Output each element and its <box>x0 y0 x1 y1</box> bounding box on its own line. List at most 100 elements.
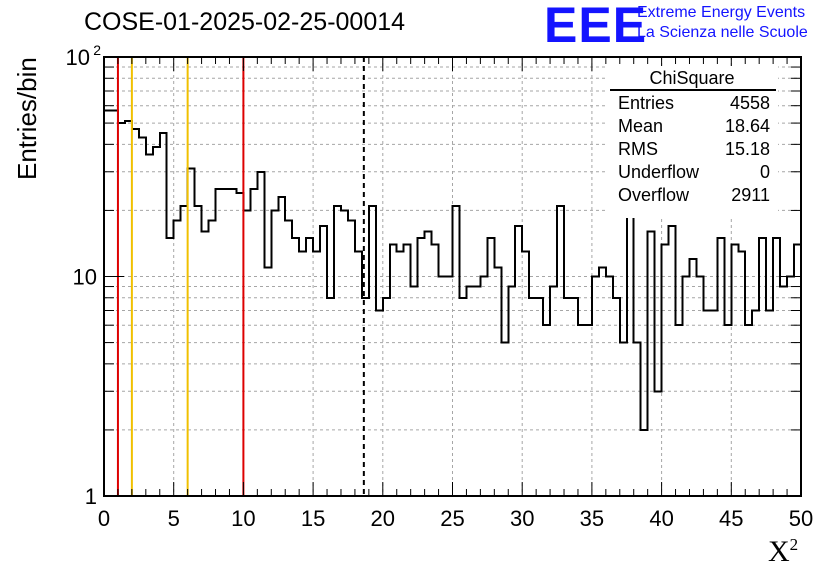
histogram-bin <box>139 137 146 496</box>
histogram-bin <box>250 189 257 496</box>
histogram-bin <box>710 311 717 496</box>
histogram-bin <box>299 251 306 496</box>
y-axis-label: Entries/bin <box>12 57 42 180</box>
histogram-series <box>104 109 801 431</box>
histogram-bin <box>146 154 153 496</box>
histogram-bin <box>306 238 313 496</box>
stats-key: Underflow <box>618 162 700 182</box>
histogram-bin <box>341 210 348 496</box>
histogram-bin <box>564 298 571 496</box>
histogram-bin <box>515 226 522 496</box>
stats-row: Mean 18.64 <box>618 116 770 139</box>
eee-logo: EEE <box>544 0 648 53</box>
histogram-bin <box>543 325 550 496</box>
histogram-bin <box>683 277 690 497</box>
histogram-bin <box>411 287 418 496</box>
histogram-bin <box>669 226 676 496</box>
histogram-bin <box>550 287 557 496</box>
histogram-bin <box>181 206 188 496</box>
histogram-bin <box>257 172 264 496</box>
histogram-bin <box>717 238 724 496</box>
histogram-bin <box>676 325 683 496</box>
histogram-bin <box>627 206 634 496</box>
histogram-bin <box>111 111 118 496</box>
histogram-bin <box>334 206 341 496</box>
stats-key: Entries <box>618 93 675 113</box>
histogram-bin <box>118 123 125 496</box>
stats-title: ChiSquare <box>649 68 735 88</box>
histogram-bin <box>536 298 543 496</box>
x-tick-label: 30 <box>510 506 534 531</box>
histogram-bin <box>104 111 111 496</box>
histogram-bin <box>355 251 362 496</box>
histogram-bin <box>453 206 460 496</box>
x-tick-label: 50 <box>789 506 813 531</box>
histogram-bin <box>766 311 773 496</box>
x-tick-label: 25 <box>440 506 464 531</box>
histogram-bin <box>655 391 662 496</box>
histogram-bin <box>794 244 801 496</box>
histogram-bin <box>731 244 738 496</box>
histogram-bin <box>313 251 320 496</box>
histogram-bin <box>376 311 383 496</box>
histogram-bin <box>662 244 669 496</box>
histogram-bin <box>195 206 202 496</box>
histogram-bin <box>773 238 780 496</box>
histogram-bin <box>292 238 299 496</box>
x-tick-label: 20 <box>371 506 395 531</box>
histogram-bin <box>320 226 327 496</box>
histogram-bin <box>446 277 453 497</box>
histogram-bin <box>209 220 216 496</box>
histogram-bin <box>585 325 592 496</box>
stats-row: Underflow 0 <box>618 162 770 185</box>
histogram-bin <box>480 277 487 497</box>
stats-value: 4558 <box>729 93 770 113</box>
y-tick-label-exponent: 2 <box>93 42 101 58</box>
stats-row: Entries 4558 <box>618 93 770 116</box>
histogram-bin <box>222 189 229 496</box>
histogram-bin <box>418 238 425 496</box>
x-tick-label: 5 <box>168 506 180 531</box>
histogram-bin <box>383 298 390 496</box>
stats-box: ChiSquare Entries 4558 Mean 18.64 RMS 15.18… <box>606 66 778 218</box>
histogram-bin <box>132 129 139 496</box>
histogram-bin <box>578 325 585 496</box>
chart-title: COSE-01-2025-02-25-00014 <box>84 8 406 36</box>
histogram-bin <box>613 298 620 496</box>
histogram-bin <box>160 133 167 496</box>
histogram-bin <box>620 343 627 496</box>
logo-line-2: La Scienza nelle Scuole <box>637 24 808 41</box>
histogram-bin <box>174 220 181 496</box>
histogram-bin <box>648 232 655 496</box>
histogram-bin <box>473 287 480 496</box>
histogram-bin <box>780 287 787 496</box>
histogram-bin <box>188 169 195 496</box>
logo-line-1: Extreme Energy Events <box>637 4 806 21</box>
histogram-bin <box>557 206 564 496</box>
histogram-bin <box>571 298 578 496</box>
histogram-bin <box>216 189 223 496</box>
histogram-bin <box>487 238 494 496</box>
y-tick-label: 10 <box>73 265 97 290</box>
histogram-bin <box>494 267 501 496</box>
histogram-bin <box>390 244 397 496</box>
histogram-bin <box>724 325 731 496</box>
histogram-bin <box>738 251 745 496</box>
histogram-bin <box>432 244 439 496</box>
histogram-bin <box>459 298 466 496</box>
histogram-bin <box>425 232 432 496</box>
stats-key: Mean <box>618 116 664 136</box>
x-tick-label: 0 <box>98 506 110 531</box>
histogram-bin <box>501 343 508 496</box>
x-axis-label-text: X <box>768 535 790 568</box>
stats-key: RMS <box>618 139 658 159</box>
histogram-bin <box>264 267 271 496</box>
histogram-bin <box>703 311 710 496</box>
x-tick-label: 40 <box>649 506 673 531</box>
histogram-bin <box>167 238 174 496</box>
stats-value: 2911 <box>731 185 770 205</box>
histogram-bin <box>153 147 160 496</box>
histogram-bin <box>522 251 529 496</box>
histogram-bin <box>236 193 243 496</box>
